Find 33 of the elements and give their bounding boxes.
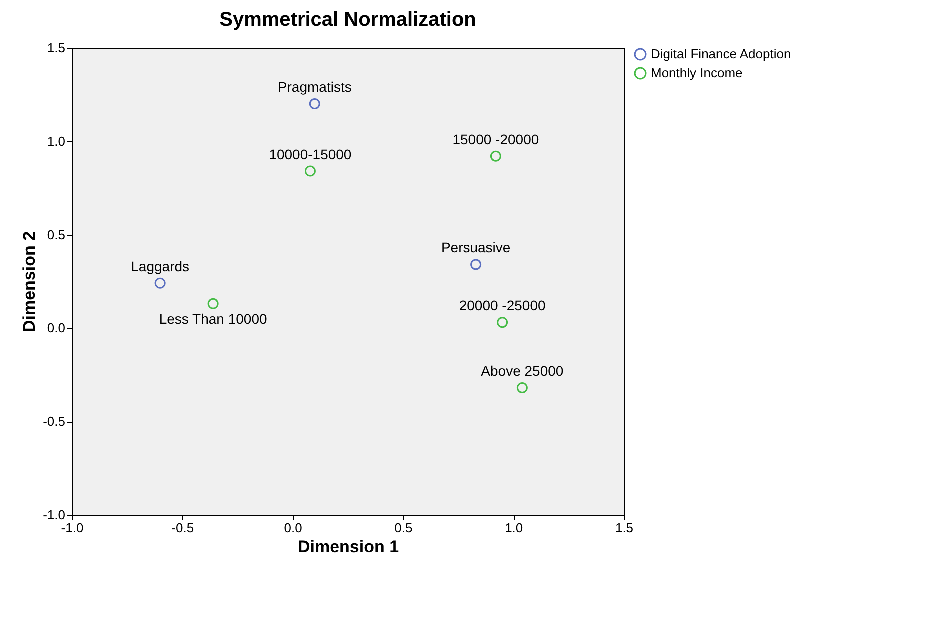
y-axis-title: Dimension 2 xyxy=(20,231,40,333)
point xyxy=(154,278,166,289)
x-tick-label: 0.0 xyxy=(284,520,302,536)
x-tick-label: -1.0 xyxy=(61,520,84,536)
point xyxy=(470,259,482,270)
annotation: Pragmatists xyxy=(278,79,352,96)
y-tick-label: -0.5 xyxy=(43,414,66,430)
annotation: Persuasive xyxy=(441,240,511,256)
point xyxy=(309,98,320,110)
x-tick-label: 0.5 xyxy=(394,520,413,536)
y-tick-label: -1.0 xyxy=(43,508,66,522)
x-axis-title: Dimension 1 xyxy=(298,538,400,556)
annotation: 15000 -20000 xyxy=(452,131,540,148)
annotation: Above 25000 xyxy=(481,362,564,379)
legend-label: Monthly Income xyxy=(651,66,743,80)
point xyxy=(208,298,219,310)
point xyxy=(490,150,502,162)
x-tick-label: 1.5 xyxy=(615,520,634,536)
x-tick-label: -0.5 xyxy=(172,520,194,536)
point xyxy=(304,166,316,177)
y-tick-label: 1.0 xyxy=(47,134,66,149)
chart-title: Symmetrical Normalization xyxy=(220,9,476,31)
legend-label: Digital Finance Adoption xyxy=(651,46,792,62)
point xyxy=(497,317,508,328)
annotation: Laggards xyxy=(131,258,190,274)
annotation: 10000-15000 xyxy=(269,146,352,162)
annotation: Less Than 10000 xyxy=(159,310,268,327)
y-tick-label: 1.5 xyxy=(47,40,66,56)
point xyxy=(516,382,528,394)
y-tick-label: 0.5 xyxy=(47,227,66,242)
x-tick-label: 1.0 xyxy=(505,520,524,536)
y-tick-label: 0.0 xyxy=(47,320,66,336)
annotation: 20000 -25000 xyxy=(459,298,546,314)
